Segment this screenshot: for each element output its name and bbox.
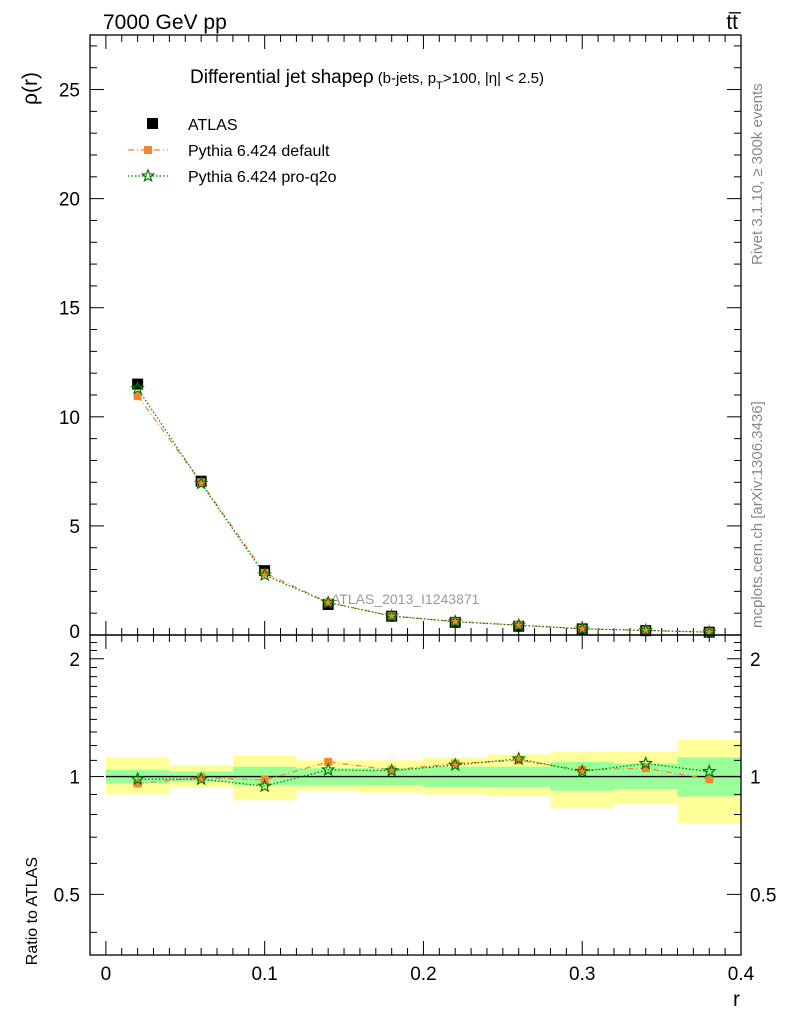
data-series <box>130 378 717 793</box>
series-line-default <box>137 395 710 633</box>
default-point <box>514 621 523 630</box>
ratio-proq2o-point <box>257 778 272 793</box>
ratio-tick-label-right: 1 <box>750 768 761 789</box>
ratio-y-axis-label: Ratio to ATLAS <box>24 857 41 965</box>
ratio-plot-frame <box>89 634 742 956</box>
y-tick-label: 25 <box>59 81 80 102</box>
proq2o-point <box>447 614 463 628</box>
ratio-default-point <box>387 765 396 774</box>
default-point <box>260 568 269 577</box>
proq2o-point <box>257 567 272 582</box>
ratio-default-point <box>451 759 460 768</box>
ratio-proq2o-point <box>638 755 654 770</box>
ratio-tick-label: 2 <box>69 650 80 671</box>
plot-frames <box>89 34 742 956</box>
y-tick-label: 0 <box>69 622 80 643</box>
default-point <box>197 478 206 487</box>
axis-ticks: 0 0.1 0.2 0.3 0.4 0 5 10 15 20 25 0.5 0.5 1 1 2 2 <box>54 35 776 985</box>
default-point <box>324 598 333 607</box>
analysis-watermark: ATLAS_2013_I1243871 <box>331 591 480 607</box>
ratio-proq2o-point <box>511 751 526 766</box>
ratio-line-proq2o <box>137 758 710 787</box>
proq2o-point <box>193 475 209 490</box>
chart-title: Differential jet shapeρ (b-jets, pT>100, … <box>190 67 544 92</box>
default-point <box>133 392 142 401</box>
ratio-tick-label: 0.5 <box>54 885 80 906</box>
default-point <box>578 624 587 633</box>
ratio-proq2o-point <box>320 762 336 777</box>
x-tick-label: 0.2 <box>410 964 436 985</box>
legend-marker-default <box>144 146 152 154</box>
legend-label-default: Pythia 6.424 default <box>188 143 330 160</box>
ratio-tick-label: 1 <box>69 768 80 789</box>
energy-label: 7000 GeV pp <box>103 11 227 34</box>
proq2o-point <box>320 595 336 609</box>
default-point <box>451 617 460 626</box>
ratio-default-point <box>578 765 587 774</box>
ratio-default-point <box>641 764 650 773</box>
legend-marker-atlas <box>147 118 158 129</box>
ratio-proq2o-point <box>193 771 209 786</box>
legend-marker-proq2o <box>140 168 156 183</box>
legend: ATLAS Pythia 6.424 default Pythia 6.424 … <box>128 117 337 186</box>
default-point <box>705 628 714 637</box>
ratio-tick-label-right: 0.5 <box>750 885 776 906</box>
x-tick-label: 0.3 <box>569 964 595 985</box>
y-axis-label: ρ(r) <box>19 72 42 105</box>
ratio-proq2o-point <box>574 763 590 778</box>
ratio-default-point <box>324 757 333 766</box>
x-tick-label: 0 <box>101 964 112 985</box>
proq2o-point <box>511 617 526 632</box>
y-tick-label: 5 <box>69 517 80 538</box>
proq2o-point <box>130 380 145 395</box>
legend-label-proq2o: Pythia 6.424 pro-q2o <box>188 169 337 186</box>
ratio-default-point <box>133 779 142 788</box>
y-tick-label: 20 <box>59 190 80 211</box>
ratio-tick-label-right: 2 <box>750 650 761 671</box>
y-tick-label: 10 <box>59 408 80 429</box>
x-axis-label: r <box>733 988 740 1011</box>
ratio-proq2o-point <box>701 763 717 778</box>
x-tick-label: 0.1 <box>251 964 277 985</box>
ratio-default-point <box>705 775 714 784</box>
y-tick-label: 15 <box>59 299 80 320</box>
legend-label-atlas: ATLAS <box>188 117 238 134</box>
proq2o-point <box>638 622 654 637</box>
ratio-proq2o-point <box>384 763 399 777</box>
ratio-default-point <box>514 756 523 765</box>
mcplots-label: mcplots.cern.ch [arXiv:1306.3436] <box>749 401 766 628</box>
rivet-label: Rivet 3.1.10, ≥ 300k events <box>749 83 766 265</box>
default-point <box>641 626 650 635</box>
default-point <box>387 612 396 621</box>
process-label: tt̅ <box>726 11 742 34</box>
ratio-line-default <box>137 759 710 785</box>
ratio-default-point <box>197 773 206 782</box>
proq2o-point <box>574 621 590 636</box>
x-tick-label: 0.4 <box>728 964 755 985</box>
ratio-proq2o-point <box>447 757 463 772</box>
ratio-proq2o-point <box>130 771 145 786</box>
proq2o-point <box>384 608 399 623</box>
